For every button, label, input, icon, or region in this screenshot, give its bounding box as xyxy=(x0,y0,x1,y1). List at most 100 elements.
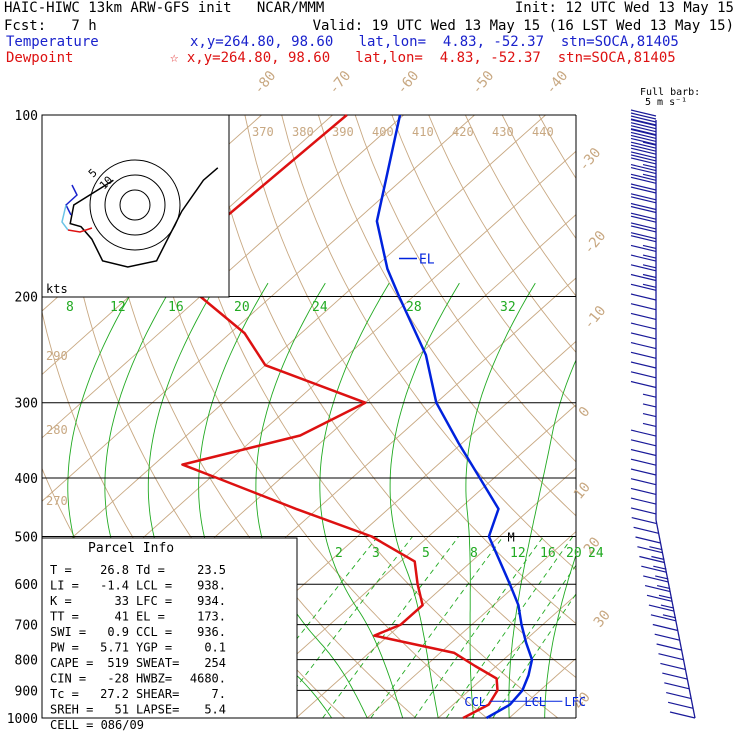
theta-side-label: 280 xyxy=(46,423,68,437)
isotherm xyxy=(366,530,576,718)
theta-tick-label: 430 xyxy=(492,125,514,139)
wind-barb xyxy=(631,517,657,525)
parcel-param-name: PW = xyxy=(50,641,79,655)
parcel-param-value: 51 xyxy=(115,703,129,717)
parcel-param-value: -1.4 xyxy=(100,579,129,593)
wind-barb xyxy=(630,202,657,214)
temperature-tick-label: -70 xyxy=(326,68,355,98)
dry-adiabat xyxy=(501,115,576,240)
parcel-param-name: LI = xyxy=(50,579,79,593)
wind-barb xyxy=(630,293,657,301)
wind-barb xyxy=(630,312,657,320)
wind-barb xyxy=(630,487,657,495)
mixing-ratio-label: 8 xyxy=(66,300,74,315)
dry-adiabat xyxy=(649,115,740,718)
pressure-tick-label: 500 xyxy=(15,530,38,545)
dry-adiabat xyxy=(134,115,488,718)
moist-adiabat xyxy=(508,358,576,718)
dry-adiabat xyxy=(391,115,576,409)
wind-barb xyxy=(630,380,657,389)
moist-adiabat xyxy=(465,282,536,718)
wind-barb xyxy=(630,193,657,204)
temperature-location: x,y=264.80, 98.60 lat,lon= 4.83, -52.37 … xyxy=(190,34,679,50)
legend-temperature: Temperature xyxy=(6,34,99,50)
theta-tick-label: 440 xyxy=(532,125,554,139)
hodograph-unit-label: kts xyxy=(46,282,68,296)
wind-barb xyxy=(658,653,684,661)
mixing-ratio-label: 12 xyxy=(110,300,126,315)
dry-adiabat xyxy=(317,115,576,517)
wind-barb xyxy=(630,497,657,505)
parcel-param-value: -28 xyxy=(107,672,129,686)
pressure-tick-label: 100 xyxy=(15,109,38,124)
wind-barb xyxy=(652,623,678,632)
theta-tick-label: 380 xyxy=(292,125,314,139)
temperature-tick-label: -10 xyxy=(581,303,610,333)
parcel-param-value: 254 xyxy=(204,656,226,670)
wind-barb xyxy=(630,254,657,262)
pressure-tick-label: 600 xyxy=(15,578,38,593)
wind-barb xyxy=(630,322,657,330)
hodograph-ring xyxy=(119,189,151,221)
parcel-param-name: SREH = xyxy=(50,703,93,717)
hodograph-upper-trace xyxy=(65,184,78,216)
dry-adiabat xyxy=(281,115,576,571)
temperature-tick-label: -30 xyxy=(576,145,605,175)
dewpoint-profile xyxy=(181,114,499,720)
hodograph-trace xyxy=(69,167,219,268)
wind-barb xyxy=(630,468,657,476)
parcel-param-name: K = xyxy=(50,594,72,608)
wind-barb xyxy=(664,682,690,690)
parcel-param-name: TT = xyxy=(50,610,79,624)
wind-barb xyxy=(644,585,671,593)
dry-adiabat xyxy=(612,115,740,718)
parcel-param-value: 27.2 xyxy=(100,687,129,701)
wind-barb xyxy=(630,303,657,311)
wind-barb xyxy=(630,128,657,145)
mixing-ratio-label: 3 xyxy=(372,546,380,561)
wind-barb xyxy=(630,232,657,243)
wind-barb xyxy=(633,526,659,534)
parcel-param-value: 41 xyxy=(115,610,129,624)
mixing-ratio-label: 5 xyxy=(422,546,430,561)
parcel-param-value: 33 xyxy=(115,594,129,608)
parcel-param-name: EL = xyxy=(136,610,165,624)
parcel-param-name: HWBZ= xyxy=(136,672,172,686)
wind-barb xyxy=(656,643,682,651)
legend-dewpoint: Dewpoint xyxy=(6,50,74,66)
parcel-param-value: 4680. xyxy=(190,672,226,686)
ccl-label: CCL xyxy=(464,695,486,709)
wind-barb xyxy=(650,614,677,622)
isotherm xyxy=(295,467,576,718)
pressure-tick-label: 300 xyxy=(15,397,38,412)
parcel-param-name: Tc = xyxy=(50,687,79,701)
parcel-cell-label: CELL = 086/09 xyxy=(50,718,144,732)
hodograph-ring xyxy=(89,159,181,251)
dry-adiabat xyxy=(686,115,740,718)
el-label: EL xyxy=(419,253,435,268)
wind-barb xyxy=(646,594,673,602)
hodograph-frame xyxy=(41,114,230,298)
theta-side-label: 290 xyxy=(46,349,68,363)
theta-tick-label: 420 xyxy=(452,125,474,139)
header-forecast: Fcst: 7 h xyxy=(4,18,97,34)
parcel-param-value: 938. xyxy=(197,579,226,593)
wind-barb xyxy=(662,672,688,680)
wind-barb xyxy=(630,478,657,486)
temperature-tick-label: 0 xyxy=(576,404,594,421)
wind-barb xyxy=(630,429,657,437)
pressure-tick-label: 700 xyxy=(15,619,38,634)
parcel-info-title: Parcel Info xyxy=(88,541,174,556)
temperature-tick-label: -80 xyxy=(251,68,280,98)
dewpoint-location: ☆ x,y=264.80, 98.60 lat,lon= 4.83, -52.3… xyxy=(170,50,676,66)
barb-legend-title: Full barb: xyxy=(640,87,700,98)
isotherm xyxy=(42,115,475,502)
header-valid: Valid: 19 UTC Wed 13 May 15 (16 LST Wed … xyxy=(312,18,734,34)
wind-barb xyxy=(667,701,694,709)
barb-staff-lower xyxy=(655,519,696,719)
dry-adiabat xyxy=(354,115,576,463)
wind-barb xyxy=(630,151,657,165)
wind-barb xyxy=(630,141,657,155)
